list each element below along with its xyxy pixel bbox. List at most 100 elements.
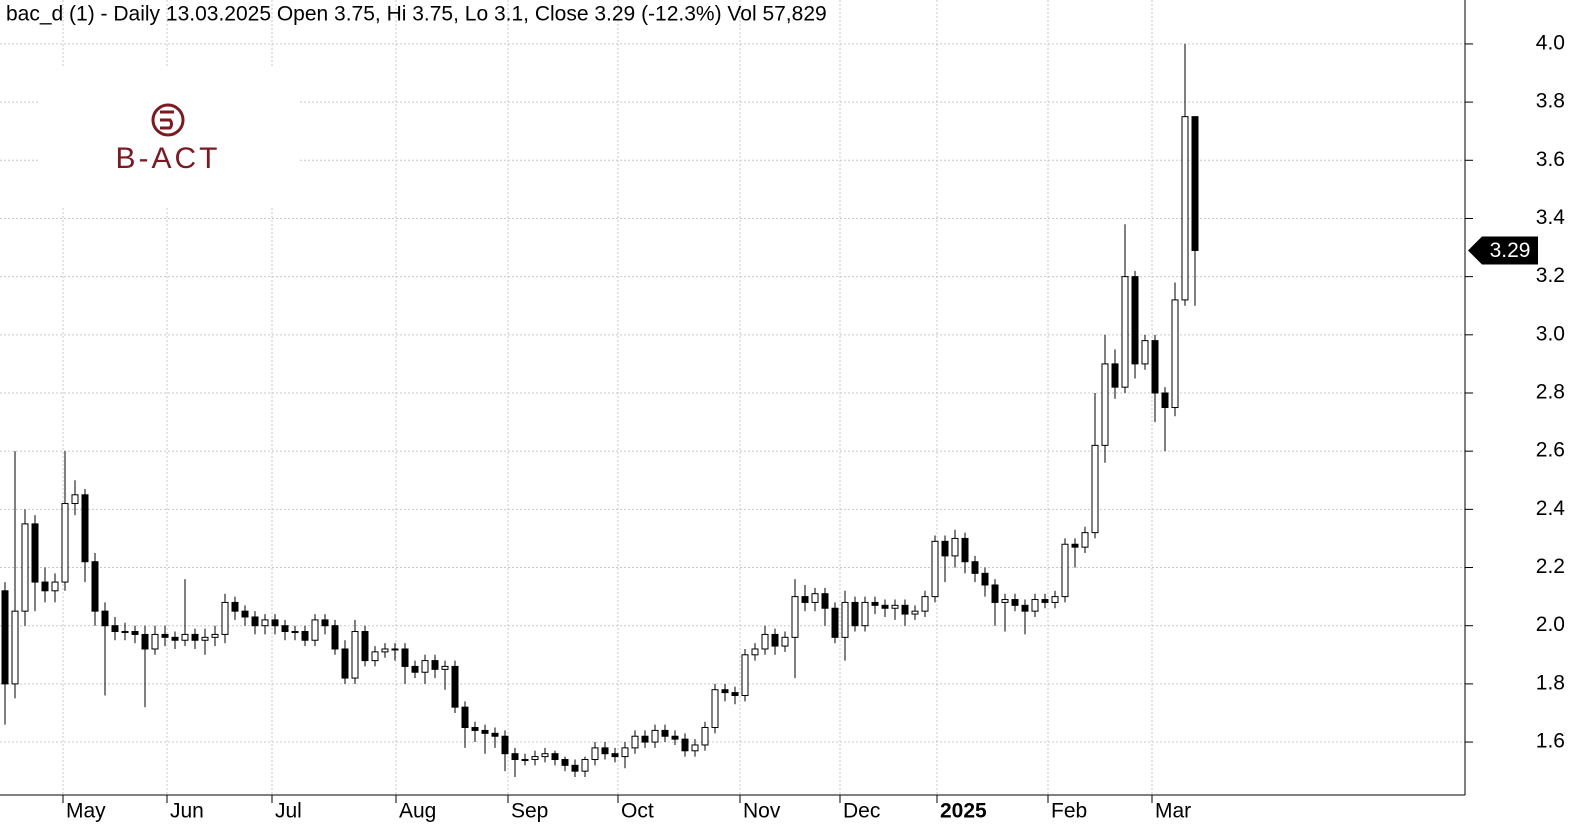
candle-body	[141, 633, 149, 650]
candle-body	[931, 540, 939, 598]
y-tick-label: 1.8	[1536, 671, 1565, 694]
candle-body	[431, 660, 439, 670]
logo: B-ACT	[38, 68, 300, 206]
candle-body	[1021, 604, 1029, 612]
candle-body	[891, 604, 899, 609]
candle-body	[641, 735, 649, 743]
x-tick-label: Mar	[1155, 800, 1191, 823]
last-price-label: 3.29	[1490, 239, 1531, 262]
candle-body	[1001, 599, 1009, 603]
candle-body	[501, 735, 509, 755]
candle-body	[1101, 363, 1109, 446]
candle-body	[861, 601, 869, 627]
candle-body	[221, 601, 229, 635]
candle-body	[1031, 599, 1039, 612]
candle-body	[101, 610, 109, 627]
candle-body	[1161, 392, 1169, 409]
candle-body	[211, 633, 219, 638]
y-tick-label: 2.0	[1536, 613, 1565, 636]
candle-body	[761, 633, 769, 650]
candle-body	[121, 631, 129, 634]
candle-body	[681, 738, 689, 752]
candle-body	[701, 727, 709, 746]
logo-background	[38, 68, 300, 206]
x-tick-label: Aug	[399, 800, 436, 823]
candle-body	[171, 636, 179, 641]
candle-body	[811, 593, 819, 603]
candle-body	[571, 764, 579, 772]
candle-body	[1151, 340, 1159, 394]
candle-body	[731, 692, 739, 697]
x-tick-label: Oct	[621, 800, 654, 823]
candle-body	[831, 607, 839, 638]
y-tick-label: 3.0	[1536, 322, 1565, 345]
candle-body	[1041, 599, 1049, 603]
candle-body	[281, 625, 289, 633]
candle-body	[941, 540, 949, 557]
y-tick-label: 3.4	[1536, 206, 1566, 229]
candle-body	[21, 523, 29, 612]
candle-body	[471, 727, 479, 731]
candle-body	[1111, 363, 1119, 388]
candle-body	[1141, 340, 1149, 365]
candle-body	[1071, 543, 1079, 548]
candle-body	[271, 619, 279, 627]
candle-body	[961, 537, 969, 563]
candle-body	[341, 648, 349, 679]
candle-body	[991, 584, 999, 603]
candle-body	[541, 753, 549, 758]
candle-body	[1051, 596, 1059, 603]
logo-icon	[151, 103, 185, 137]
candle-body	[581, 759, 589, 772]
candle-body	[611, 753, 619, 758]
candle-body	[521, 759, 529, 762]
candle-body	[841, 601, 849, 638]
x-tick-label: Dec	[843, 800, 880, 823]
candle-body	[631, 735, 639, 749]
chart-title: bac_d (1) - Daily 13.03.2025 Open 3.75, …	[6, 3, 827, 26]
candle-body	[711, 689, 719, 729]
candle-body	[51, 581, 59, 592]
candle-body	[1181, 116, 1189, 301]
logo-text: B-ACT	[116, 142, 221, 175]
x-tick-label: 2025	[940, 800, 987, 823]
candle-body	[1, 590, 9, 685]
candle-body	[81, 494, 89, 563]
y-tick-label: 2.4	[1536, 497, 1566, 520]
logo-icon-mark	[160, 110, 174, 130]
candle-body	[1171, 299, 1179, 409]
y-tick-label: 1.6	[1536, 730, 1565, 753]
candle-body	[791, 596, 799, 638]
candle-body	[481, 729, 489, 734]
candle-body	[451, 665, 459, 708]
candle-body	[1081, 532, 1089, 548]
candle-body	[691, 744, 699, 752]
x-tick-label: Nov	[743, 800, 781, 823]
candle-body	[41, 581, 49, 592]
candle-body	[1091, 444, 1099, 534]
candle-body	[411, 665, 419, 673]
candle-body	[371, 651, 379, 662]
candle-body	[71, 494, 79, 505]
candle-body	[951, 537, 959, 557]
candle-body	[551, 753, 559, 761]
candle-body	[651, 729, 659, 743]
last-price-tag	[1468, 236, 1538, 265]
candle-body	[741, 654, 749, 697]
x-tick-label: Jun	[170, 800, 204, 823]
candle-body	[721, 689, 729, 694]
candle-body	[881, 604, 889, 609]
candle-body	[191, 633, 199, 641]
candle-body	[261, 619, 269, 627]
candle-body	[391, 648, 399, 651]
candle-body	[981, 572, 989, 586]
y-tick-label: 4.0	[1536, 31, 1565, 54]
candle-body	[311, 619, 319, 641]
candle-body	[251, 616, 259, 627]
candle-body	[151, 633, 159, 650]
candle-body	[801, 596, 809, 603]
candle-body	[771, 633, 779, 647]
candle-body	[781, 636, 789, 647]
candle-body	[321, 619, 329, 627]
